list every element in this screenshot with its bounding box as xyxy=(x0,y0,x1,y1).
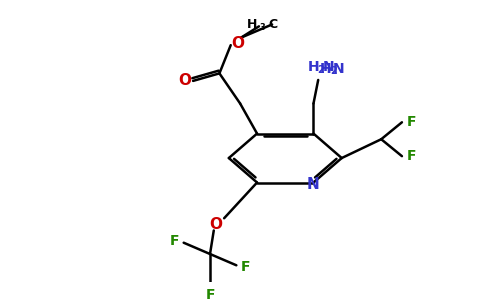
Text: H: H xyxy=(247,18,257,31)
Text: F: F xyxy=(407,115,416,129)
Text: 2: 2 xyxy=(318,64,324,75)
Text: F: F xyxy=(205,288,215,300)
Text: N: N xyxy=(333,62,345,76)
Text: O: O xyxy=(178,74,191,88)
Text: O: O xyxy=(209,217,222,232)
Text: H: H xyxy=(308,60,319,74)
Text: C: C xyxy=(268,18,277,31)
Text: F: F xyxy=(407,149,416,163)
Text: N: N xyxy=(307,177,320,192)
Text: F: F xyxy=(169,234,179,248)
Text: N: N xyxy=(323,60,334,74)
Text: 2: 2 xyxy=(330,67,337,76)
Text: H: H xyxy=(320,62,332,76)
Text: O: O xyxy=(231,36,244,51)
Text: 3: 3 xyxy=(260,23,266,32)
Text: F: F xyxy=(241,260,251,274)
